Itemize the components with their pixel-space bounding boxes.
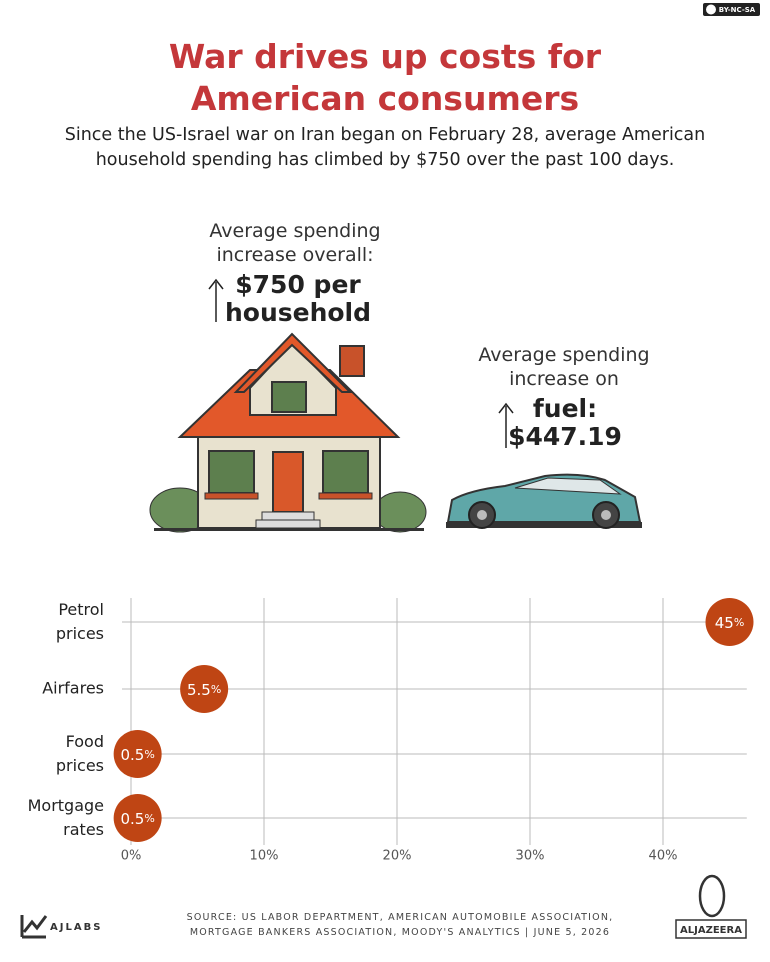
category-label: Mortgage rates <box>28 796 104 839</box>
x-tick-label: 20% <box>383 849 412 864</box>
brand-left: AJLABS <box>50 922 102 933</box>
value-label: 5.5% <box>187 681 221 699</box>
category-label: Petrol prices <box>56 600 104 643</box>
value-label: 0.5% <box>120 746 154 764</box>
license-badge <box>703 3 760 16</box>
subtitle: Since the US-Israel war on Iran began on… <box>64 125 706 170</box>
category-label: Food prices <box>56 732 104 775</box>
overall-value: $750 per household <box>224 270 372 327</box>
arrow-head <box>498 402 514 414</box>
dot <box>705 598 754 646</box>
dot <box>113 794 162 842</box>
overall-label: Average spending increase overall: <box>209 220 381 266</box>
license: BY-NC-SA <box>719 6 756 14</box>
category-label: Airfares <box>42 679 104 698</box>
value-label: 45% <box>715 614 745 632</box>
x-tick-label: 0% <box>121 849 142 864</box>
arrow-head <box>208 278 224 290</box>
fuel-value: fuel: $447.19 <box>508 394 622 451</box>
source: SOURCE: US LABOR DEPARTMENT, AMERICAN AU… <box>186 912 614 938</box>
brand-box <box>675 919 747 939</box>
fuel-label: Average spending increase on <box>478 344 650 390</box>
x-tick-label: 30% <box>516 849 545 864</box>
car-illustration <box>446 473 642 529</box>
dot <box>113 730 162 778</box>
ajlabs-logo <box>20 915 48 939</box>
x-tick-label: 10% <box>250 849 279 864</box>
house-illustration <box>149 332 427 533</box>
value-label: 0.5% <box>120 810 154 828</box>
dot <box>180 665 229 713</box>
title: War drives up costs for American consume… <box>168 37 602 118</box>
aljazeera-logo <box>698 874 726 918</box>
cc-icon <box>706 4 716 15</box>
brand-right: ALJAZEERA <box>680 925 742 936</box>
x-tick-label: 40% <box>649 849 678 864</box>
